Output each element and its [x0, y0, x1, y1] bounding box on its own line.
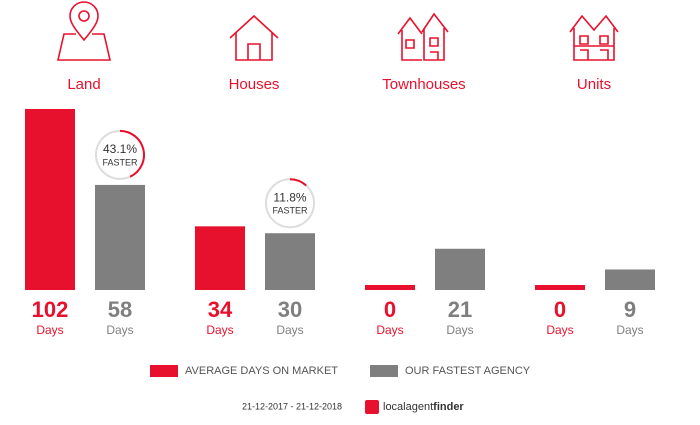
value-label: 9 [624, 297, 636, 322]
legend-label: OUR FASTEST AGENCY [405, 365, 531, 377]
icon-shape [56, 33, 112, 61]
legend-swatch [150, 365, 178, 377]
icon-shape [78, 10, 90, 22]
category-icon [397, 12, 449, 61]
bar [535, 285, 585, 290]
unit-label: Days [546, 323, 573, 337]
unit-label: Days [36, 323, 63, 337]
bar [95, 184, 145, 290]
badge-text: FASTER [272, 206, 308, 216]
unit-label: Days [446, 323, 473, 337]
value-label: 102 [32, 297, 69, 322]
value-label: 30 [278, 297, 302, 322]
icon-shape [397, 12, 449, 61]
badge-arc [289, 178, 307, 187]
legend-label: AVERAGE DAYS ON MARKET [185, 365, 338, 377]
badge-text: FASTER [102, 157, 138, 167]
unit-label: Days [106, 323, 133, 337]
brand-part: localagent [383, 401, 433, 413]
value-label: 21 [448, 297, 472, 322]
legend-swatch [370, 365, 398, 377]
icon-shape [229, 14, 279, 61]
value-label: 0 [554, 297, 566, 322]
brand-part: finder [433, 401, 464, 413]
badge-value: 11.8% [273, 190, 306, 204]
badge-value: 43.1% [103, 142, 137, 156]
bar [265, 233, 315, 290]
bar [605, 269, 655, 290]
category-label: Land [67, 76, 100, 93]
badge-arc [119, 129, 145, 178]
bar [25, 109, 75, 290]
category-label: Townhouses [382, 76, 465, 93]
category-icon [229, 14, 279, 61]
bar [195, 226, 245, 290]
bar [365, 285, 415, 290]
brand-logo [365, 400, 379, 414]
unit-label: Days [276, 323, 303, 337]
unit-label: Days [376, 323, 403, 337]
unit-label: Days [206, 323, 233, 337]
value-label: 58 [108, 297, 132, 322]
category-icon [569, 14, 619, 61]
value-label: 0 [384, 297, 396, 322]
unit-label: Days [616, 323, 643, 337]
category-label: Houses [229, 76, 280, 93]
category-icon [56, 1, 112, 61]
icon-shape [69, 1, 99, 42]
bar [435, 248, 485, 290]
icon-shape [569, 14, 619, 61]
brand-name: localagentfinder [383, 401, 464, 413]
category-label: Units [577, 76, 611, 93]
date-range: 21-12-2017 - 21-12-2018 [242, 401, 342, 411]
value-label: 34 [208, 297, 233, 322]
